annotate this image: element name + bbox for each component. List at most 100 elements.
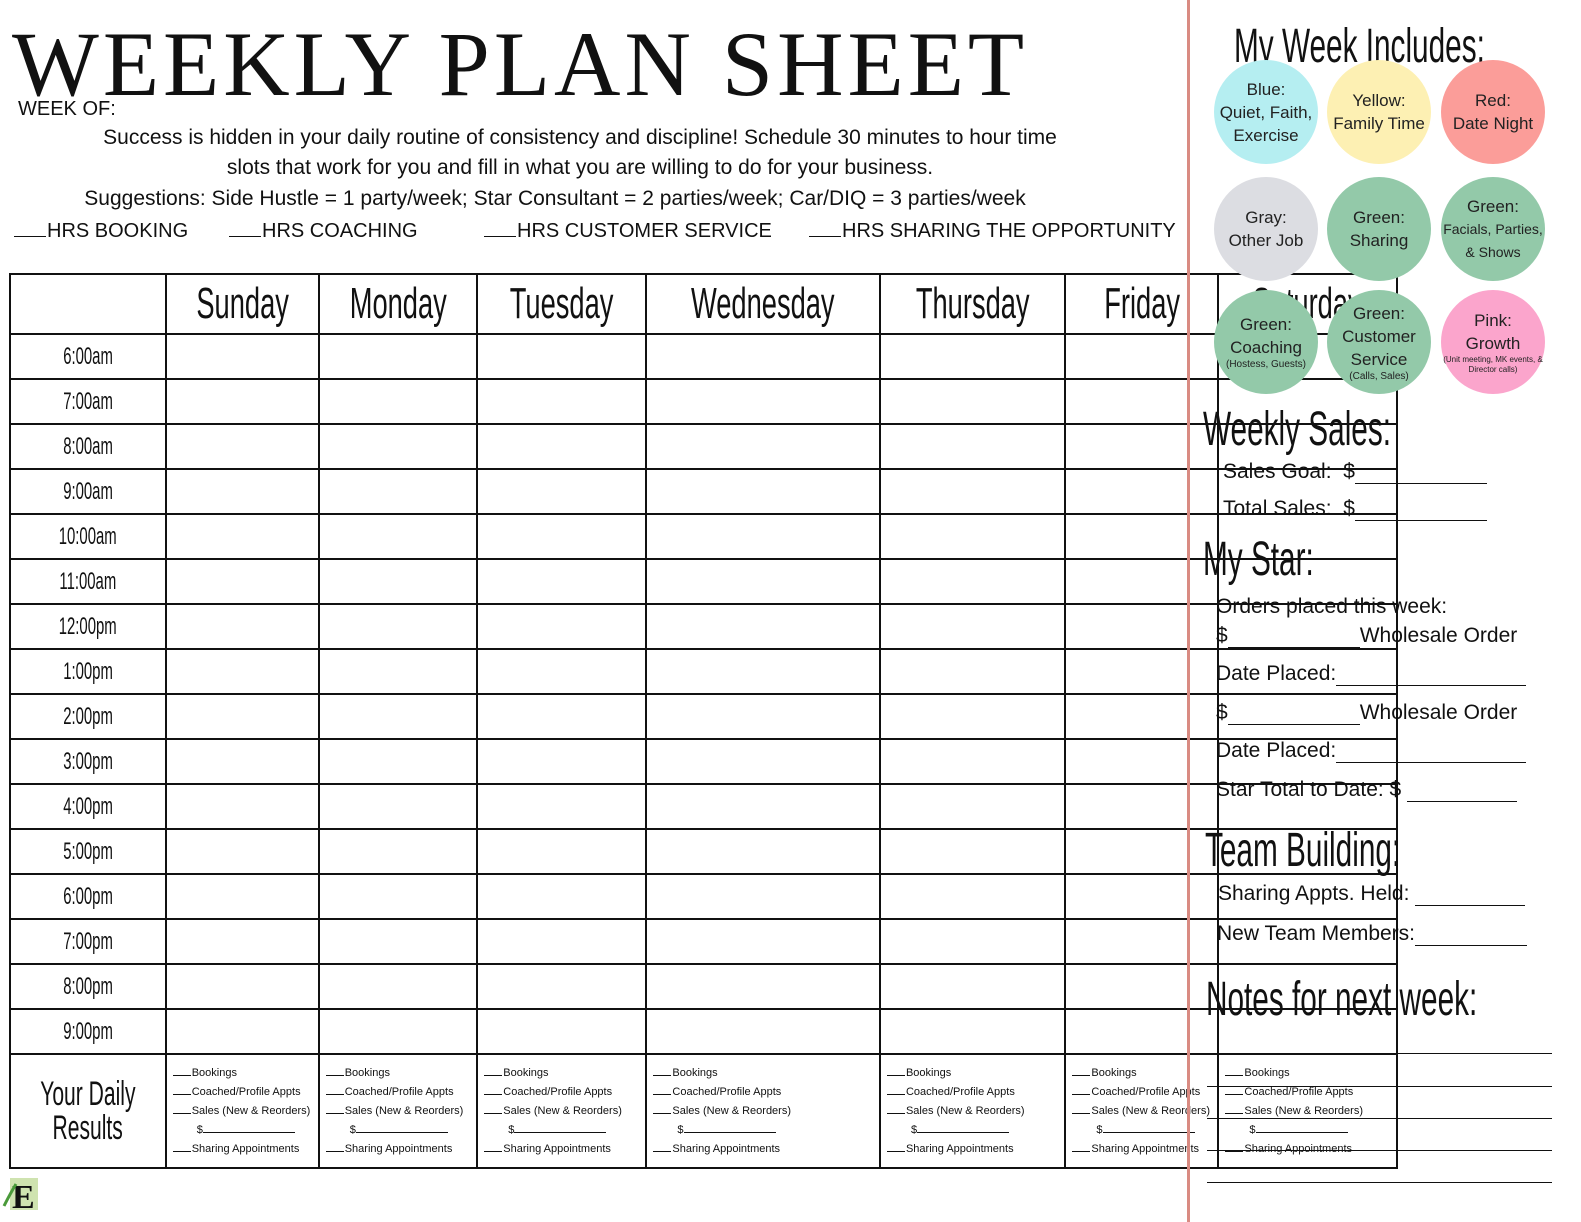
result-item[interactable]: Coached/Profile Appts (1225, 1083, 1395, 1102)
schedule-cell[interactable] (1217, 828, 1398, 875)
schedule-cell[interactable] (164, 423, 320, 470)
schedule-cell[interactable] (476, 558, 648, 605)
schedule-cell[interactable] (878, 378, 1067, 425)
schedule-cell[interactable] (878, 783, 1067, 830)
daily-results-cell[interactable]: Bookings Coached/Profile Appts Sales (New … (1064, 1053, 1220, 1169)
schedule-cell[interactable] (1064, 693, 1220, 740)
schedule-cell[interactable] (164, 468, 320, 515)
schedule-cell[interactable] (878, 648, 1067, 695)
result-item[interactable]: Sales (New & Reorders) (325, 1102, 477, 1121)
schedule-cell[interactable] (164, 783, 320, 830)
result-sales-amount[interactable]: $ (1225, 1121, 1395, 1140)
schedule-cell[interactable] (645, 963, 881, 1010)
schedule-cell[interactable] (1217, 423, 1398, 470)
schedule-cell[interactable] (1064, 918, 1220, 965)
wholesale-order-1[interactable]: $ Wholesale Order (1216, 624, 1518, 648)
total-sales[interactable]: Total Sales: $ (1223, 497, 1487, 521)
result-item[interactable]: Sales (New & Reorders) (172, 1102, 318, 1121)
schedule-cell[interactable] (317, 873, 479, 920)
schedule-cell[interactable] (476, 378, 648, 425)
schedule-cell[interactable] (1217, 648, 1398, 695)
schedule-cell[interactable] (476, 513, 648, 560)
schedule-cell[interactable] (476, 1008, 648, 1055)
sharing-appts-held[interactable]: Sharing Appts. Held: (1218, 882, 1526, 906)
result-item[interactable]: Sales (New & Reorders) (1072, 1102, 1217, 1121)
schedule-cell[interactable] (1217, 873, 1398, 920)
schedule-cell[interactable] (878, 558, 1067, 605)
schedule-cell[interactable] (317, 558, 479, 605)
result-item[interactable]: Bookings (886, 1064, 1064, 1083)
schedule-cell[interactable] (164, 558, 320, 605)
result-item[interactable]: Coached/Profile Appts (653, 1083, 879, 1102)
schedule-cell[interactable] (1064, 828, 1220, 875)
result-item[interactable]: Sharing Appointments (172, 1140, 318, 1159)
result-item[interactable]: Sharing Appointments (1225, 1140, 1395, 1159)
schedule-cell[interactable] (164, 333, 320, 380)
schedule-cell[interactable] (645, 783, 881, 830)
schedule-cell[interactable] (317, 468, 479, 515)
date-placed-2[interactable]: Date Placed: (1216, 739, 1527, 763)
schedule-cell[interactable] (476, 873, 648, 920)
result-sales-amount[interactable]: $ (653, 1121, 879, 1140)
result-item[interactable]: Bookings (325, 1064, 477, 1083)
schedule-cell[interactable] (1064, 648, 1220, 695)
schedule-cell[interactable] (476, 468, 648, 515)
schedule-cell[interactable] (878, 333, 1067, 380)
daily-results-cell[interactable]: Bookings Coached/Profile Appts Sales (New … (645, 1053, 881, 1169)
schedule-cell[interactable] (878, 1008, 1067, 1055)
schedule-cell[interactable] (645, 918, 881, 965)
schedule-cell[interactable] (1064, 783, 1220, 830)
sales-goal[interactable]: Sales Goal: $ (1223, 460, 1487, 484)
schedule-cell[interactable] (645, 693, 881, 740)
schedule-cell[interactable] (1217, 783, 1398, 830)
schedule-cell[interactable] (1217, 738, 1398, 785)
schedule-cell[interactable] (317, 693, 479, 740)
schedule-cell[interactable] (164, 828, 320, 875)
schedule-cell[interactable] (878, 423, 1067, 470)
schedule-cell[interactable] (317, 738, 479, 785)
result-item[interactable]: Sharing Appointments (653, 1140, 879, 1159)
schedule-cell[interactable] (878, 828, 1067, 875)
schedule-cell[interactable] (878, 513, 1067, 560)
schedule-cell[interactable] (1064, 963, 1220, 1010)
schedule-cell[interactable] (476, 333, 648, 380)
schedule-cell[interactable] (1064, 423, 1220, 470)
schedule-cell[interactable] (645, 468, 881, 515)
schedule-cell[interactable] (1217, 558, 1398, 605)
schedule-cell[interactable] (476, 963, 648, 1010)
schedule-cell[interactable] (317, 828, 479, 875)
schedule-cell[interactable] (878, 738, 1067, 785)
schedule-cell[interactable] (317, 513, 479, 560)
schedule-cell[interactable] (476, 423, 648, 470)
schedule-cell[interactable] (317, 333, 479, 380)
result-item[interactable]: Sales (New & Reorders) (484, 1102, 645, 1121)
notes-line[interactable] (1207, 1053, 1552, 1054)
daily-results-cell[interactable]: Bookings Coached/Profile Appts Sales (New … (476, 1053, 648, 1169)
schedule-cell[interactable] (164, 603, 320, 650)
notes-line[interactable] (1207, 1086, 1552, 1087)
schedule-cell[interactable] (645, 603, 881, 650)
schedule-cell[interactable] (1217, 603, 1398, 650)
notes-line[interactable] (1207, 1118, 1552, 1119)
schedule-cell[interactable] (1064, 558, 1220, 605)
schedule-cell[interactable] (164, 873, 320, 920)
result-item[interactable]: Sharing Appointments (484, 1140, 645, 1159)
schedule-cell[interactable] (1064, 603, 1220, 650)
result-item[interactable]: Sales (New & Reorders) (886, 1102, 1064, 1121)
schedule-cell[interactable] (645, 828, 881, 875)
schedule-cell[interactable] (164, 693, 320, 740)
schedule-cell[interactable] (878, 603, 1067, 650)
result-item[interactable]: Bookings (172, 1064, 318, 1083)
new-team-members[interactable]: New Team Members: (1217, 922, 1528, 946)
schedule-cell[interactable] (164, 738, 320, 785)
result-sales-amount[interactable]: $ (1072, 1121, 1217, 1140)
daily-results-cell[interactable]: Bookings Coached/Profile Appts Sales (New … (317, 1053, 479, 1169)
schedule-cell[interactable] (645, 873, 881, 920)
schedule-cell[interactable] (645, 423, 881, 470)
schedule-cell[interactable] (645, 513, 881, 560)
schedule-cell[interactable] (1064, 1008, 1220, 1055)
daily-results-cell[interactable]: Bookings Coached/Profile Appts Sales (New … (1217, 1053, 1398, 1169)
result-sales-amount[interactable]: $ (326, 1121, 477, 1140)
schedule-cell[interactable] (164, 648, 320, 695)
schedule-cell[interactable] (645, 378, 881, 425)
